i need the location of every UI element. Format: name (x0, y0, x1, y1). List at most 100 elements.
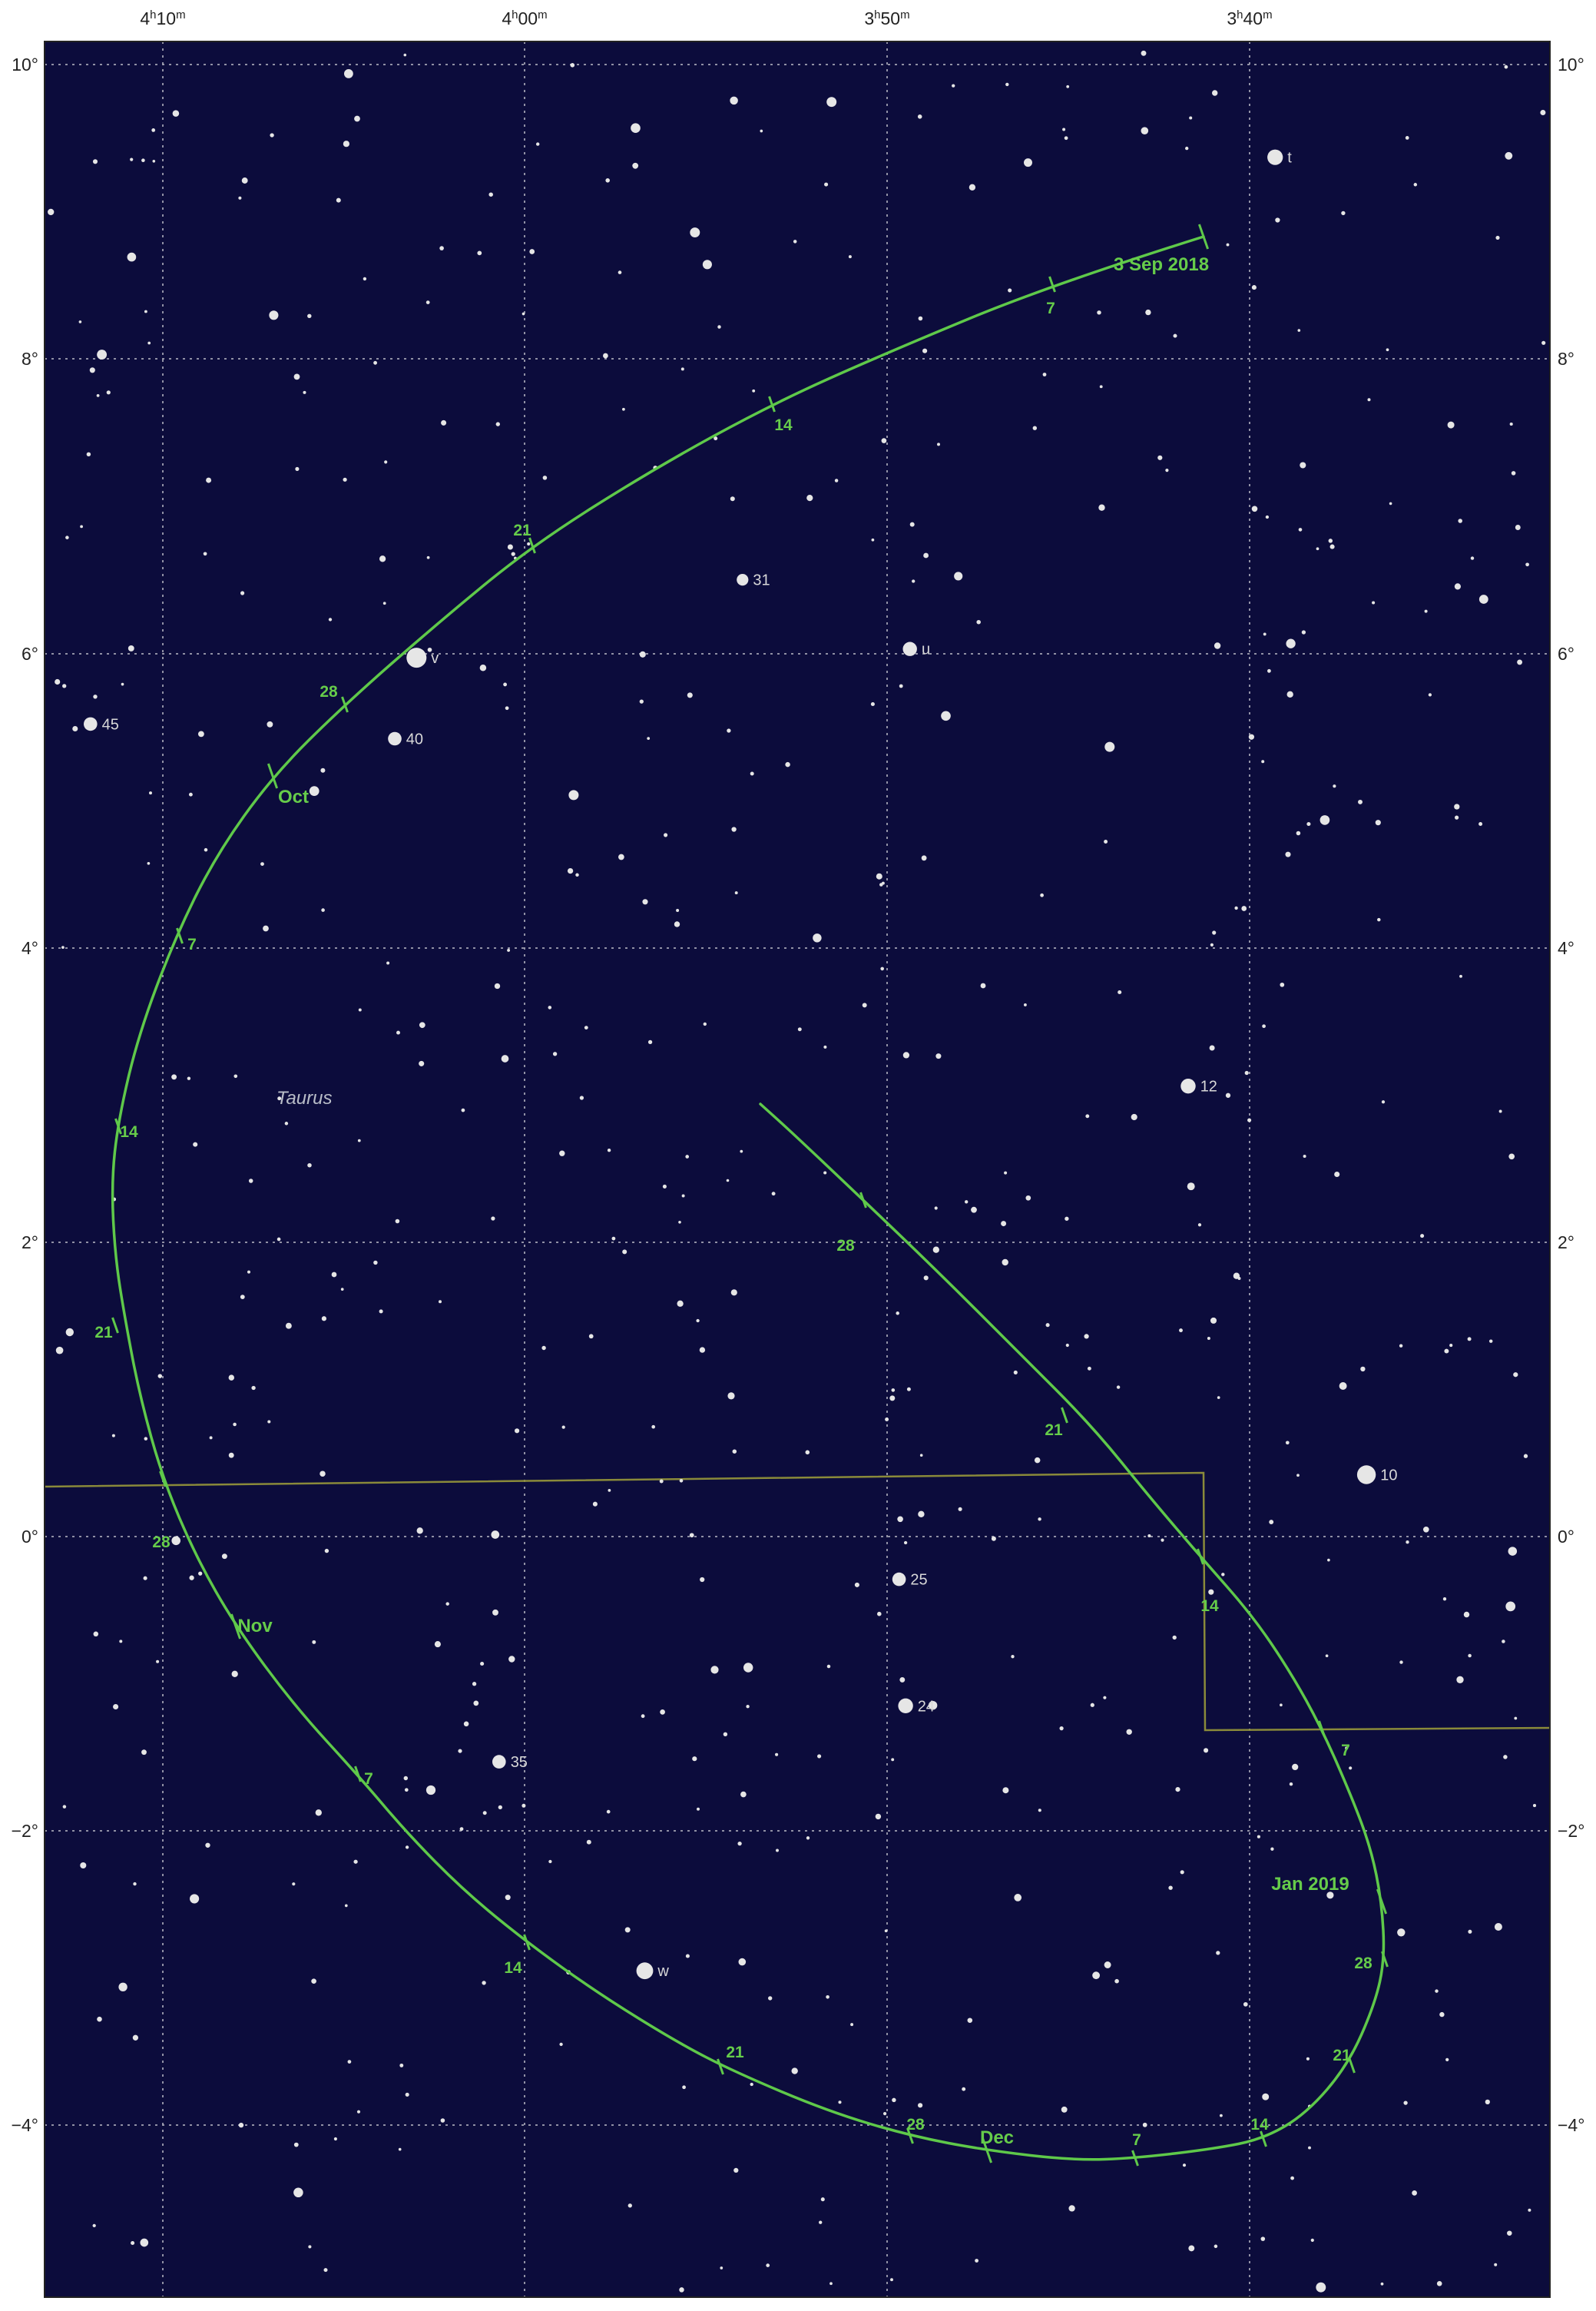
background-star (1097, 310, 1101, 315)
background-star (206, 477, 212, 483)
background-star (641, 1714, 645, 1719)
background-star (1358, 799, 1363, 804)
background-star (1325, 1654, 1329, 1658)
background-star (607, 1148, 611, 1152)
background-star (1147, 1533, 1151, 1538)
background-star (1540, 110, 1546, 115)
background-star (606, 1809, 611, 1814)
background-star (699, 1347, 706, 1353)
background-star (1339, 1382, 1347, 1390)
background-star (1280, 1703, 1283, 1707)
background-star (522, 1803, 526, 1808)
background-star (1145, 309, 1151, 316)
background-star (647, 737, 651, 740)
background-star (1403, 2100, 1408, 2105)
background-star (1084, 1334, 1089, 1339)
background-star (1008, 288, 1012, 293)
background-star (917, 2103, 923, 2108)
background-star (419, 1060, 425, 1066)
background-star (293, 2142, 299, 2147)
named-star (1180, 1079, 1196, 1094)
coordinate-grid (45, 41, 1550, 2297)
background-star (1467, 1337, 1472, 1341)
background-star (552, 1052, 558, 1056)
background-star (1495, 235, 1500, 240)
background-star (1303, 1154, 1306, 1159)
background-star (1062, 128, 1066, 131)
background-star (1141, 127, 1149, 134)
background-star (1509, 422, 1513, 426)
background-star (233, 1074, 238, 1079)
background-star (491, 1530, 500, 1539)
background-star (482, 1981, 486, 1985)
background-star (1459, 974, 1462, 978)
background-star (1505, 1601, 1516, 1612)
background-star (1442, 1597, 1447, 1601)
background-star (522, 312, 525, 316)
background-star (622, 1249, 627, 1255)
background-star (1488, 1339, 1493, 1343)
named-star (636, 1962, 654, 1980)
background-star (1285, 851, 1291, 857)
background-star (664, 833, 668, 837)
background-star (710, 1666, 719, 1674)
background-star (427, 647, 432, 652)
path-week-tick (717, 2058, 724, 2075)
background-star (743, 1663, 753, 1673)
background-star (660, 1709, 665, 1715)
background-star (682, 2085, 686, 2090)
background-star (882, 2111, 887, 2116)
path-date-label: 7 (1132, 2131, 1141, 2149)
path-month-tick (1197, 224, 1210, 250)
background-star (1034, 1457, 1041, 1464)
background-star (703, 1022, 707, 1026)
background-star (1175, 1787, 1180, 1792)
path-week-tick (1381, 1951, 1389, 1968)
background-star (92, 2223, 96, 2228)
background-star (689, 1533, 694, 1538)
background-star (399, 2063, 404, 2067)
background-star (592, 1501, 598, 1507)
background-star (188, 792, 193, 797)
path-month-label: Oct (278, 787, 309, 807)
background-star (1243, 2001, 1248, 2007)
dec-tick-label-left: −4° (12, 2115, 38, 2135)
background-star (1406, 1540, 1409, 1544)
background-star (1503, 1755, 1508, 1759)
background-star (622, 407, 625, 411)
background-star (850, 2023, 854, 2027)
background-star (559, 1150, 565, 1156)
background-star (398, 2147, 402, 2151)
background-star (624, 1927, 631, 1933)
background-star (1301, 630, 1306, 635)
background-star (488, 192, 493, 197)
background-star (127, 645, 134, 652)
background-star (1061, 2106, 1068, 2113)
background-star (205, 1842, 210, 1848)
background-star (1262, 2093, 1270, 2100)
background-star (1454, 804, 1460, 810)
background-star (354, 115, 360, 122)
star-label: 31 (753, 572, 770, 589)
background-star (440, 2118, 445, 2123)
background-star (321, 908, 325, 912)
background-star (482, 1811, 487, 1815)
background-star (307, 313, 312, 319)
path-date-label: 7 (1341, 1742, 1350, 1759)
background-star (1038, 1517, 1041, 1521)
path-date-label: 14 (504, 1959, 522, 1977)
background-star (632, 162, 639, 169)
background-star (733, 2167, 739, 2173)
dec-tick-label-left: 0° (22, 1527, 38, 1547)
background-star (750, 771, 754, 776)
background-star (72, 725, 78, 732)
background-star (1327, 1558, 1330, 1562)
background-star (65, 535, 69, 539)
background-star (542, 476, 548, 480)
background-star (702, 260, 712, 270)
ra-tick-label: 3h40m (1227, 8, 1272, 28)
background-star (463, 1721, 469, 1727)
background-star (132, 2034, 139, 2041)
path-date-label: 28 (906, 2116, 925, 2134)
background-star (1447, 421, 1455, 429)
